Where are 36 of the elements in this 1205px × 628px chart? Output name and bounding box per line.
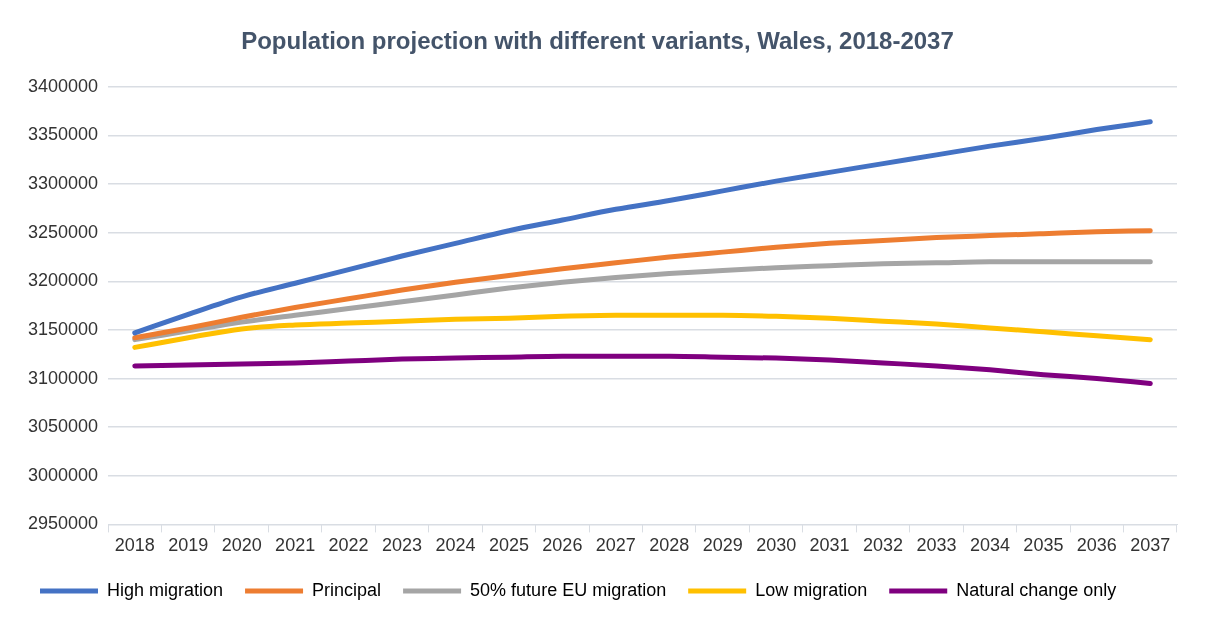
x-tick-label: 2036 — [1076, 535, 1117, 556]
y-tick-label: 2950000 — [28, 513, 99, 534]
x-tick-label: 2027 — [595, 535, 636, 556]
legend-label: 50% future EU migration — [470, 579, 667, 600]
x-tick-label: 2020 — [221, 535, 262, 556]
x-tick-label: 2034 — [969, 535, 1010, 556]
legend-label: Natural change only — [956, 579, 1117, 600]
legend-label: Principal — [312, 579, 382, 600]
x-tick-label: 2021 — [275, 535, 316, 556]
y-tick-label: 3150000 — [28, 318, 99, 339]
y-tick-label: 3200000 — [28, 270, 99, 291]
x-tick-label: 2028 — [649, 535, 690, 556]
x-tick-label: 2029 — [702, 535, 743, 556]
x-tick-label: 2026 — [542, 535, 583, 556]
x-tick-label: 2030 — [756, 535, 797, 556]
y-tick-label: 3000000 — [28, 464, 99, 485]
x-tick-label: 2019 — [168, 535, 209, 556]
x-tick-label: 2024 — [435, 535, 476, 556]
x-tick-label: 2025 — [488, 535, 529, 556]
y-tick-label: 3050000 — [28, 416, 99, 437]
x-tick-label: 2023 — [382, 535, 423, 556]
x-tick-label: 2035 — [1023, 535, 1064, 556]
x-tick-label: 2022 — [328, 535, 369, 556]
x-tick-label: 2037 — [1130, 535, 1171, 556]
y-tick-label: 3250000 — [28, 221, 99, 242]
y-tick-label: 3350000 — [28, 124, 99, 145]
x-tick-label: 2031 — [809, 535, 850, 556]
y-tick-label: 3300000 — [28, 173, 99, 194]
x-tick-label: 2033 — [916, 535, 957, 556]
y-tick-label: 3400000 — [28, 75, 99, 96]
legend-label: High migration — [107, 579, 224, 600]
legend-label: Low migration — [755, 579, 868, 600]
chart-title: Population projection with different variants, Wales, 2018-2037 — [241, 27, 954, 55]
x-tick-label: 2018 — [114, 535, 155, 556]
x-tick-label: 2032 — [863, 535, 904, 556]
y-tick-label: 3100000 — [28, 367, 99, 388]
